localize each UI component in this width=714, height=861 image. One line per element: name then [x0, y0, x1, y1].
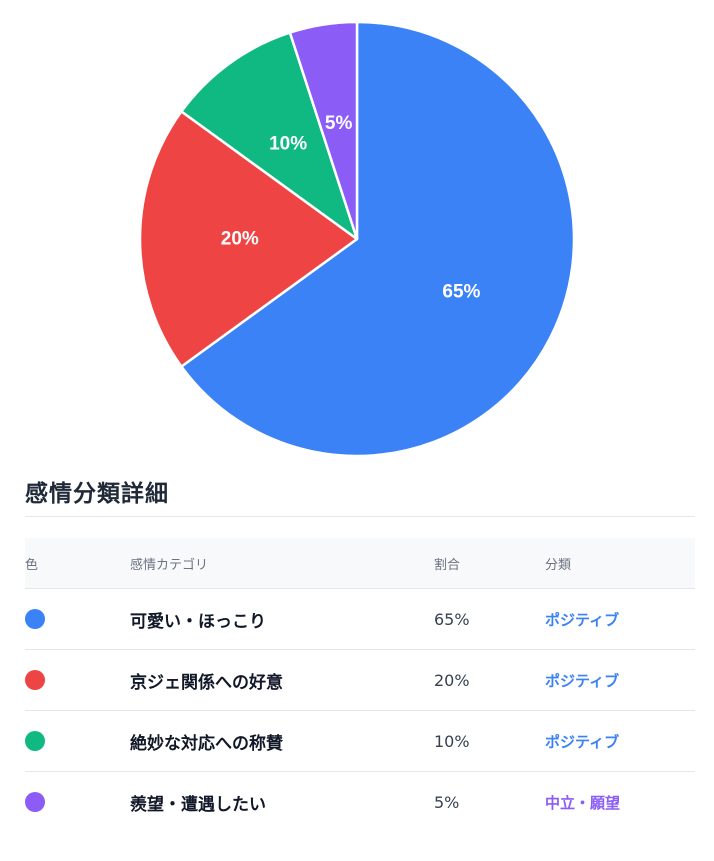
color-dot	[25, 731, 45, 752]
table-row: 可愛い・ほっこり 65% ポジティブ	[25, 588, 695, 650]
pie-slice-label: 20%	[221, 229, 259, 250]
class-cell: 中立・願望	[545, 793, 621, 812]
category-cell: 京ジェ関係への好意	[130, 649, 434, 711]
pie-slice-label: 10%	[269, 134, 307, 155]
pie-slice-label: 5%	[325, 113, 353, 134]
color-dot	[25, 670, 45, 691]
pie-chart-svg: 65% 20% 10% 5%	[138, 20, 576, 458]
class-cell: ポジティブ	[545, 588, 695, 650]
table-row: 羨望・遭遇したい 5% 中立・願望	[25, 772, 695, 833]
ratio-cell: 65%	[434, 588, 545, 650]
ratio-cell: 20%	[434, 649, 545, 711]
color-dot	[25, 792, 45, 813]
pie-slice	[180, 31, 359, 241]
table-row: 絶妙な対応への称賛 10% ポジティブ	[25, 710, 695, 772]
category-cell: 絶妙な対応への称賛	[130, 710, 434, 772]
header-ratio: 割合	[434, 538, 545, 589]
emotion-table: 色 感情カテゴリ 割合 分類 可愛い・ほっこり 65% ポジティブ 京ジェ関係へ…	[25, 538, 695, 832]
header-color: 色	[25, 538, 130, 589]
section-divider	[25, 516, 695, 517]
color-dot	[25, 609, 45, 630]
pie-slice	[138, 110, 359, 368]
ratio-cell: 5%	[434, 792, 460, 812]
pie-slice	[180, 20, 576, 458]
class-cell: ポジティブ	[545, 710, 695, 772]
header-category: 感情カテゴリ	[130, 538, 434, 589]
table-row: 京ジェ関係への好意 20% ポジティブ	[25, 649, 695, 711]
section-title: 感情分類詳細	[25, 481, 169, 507]
pie-slice-label: 65%	[442, 282, 480, 303]
pie-chart: 65% 20% 10% 5%	[138, 20, 576, 458]
category-cell: 羨望・遭遇したい	[130, 794, 266, 815]
category-cell: 可愛い・ほっこり	[130, 588, 434, 650]
header-class: 分類	[545, 538, 695, 589]
ratio-cell: 10%	[434, 710, 545, 772]
class-cell: ポジティブ	[545, 649, 695, 711]
pie-slice	[288, 20, 359, 241]
table-header-row: 色 感情カテゴリ 割合 分類	[25, 538, 695, 589]
